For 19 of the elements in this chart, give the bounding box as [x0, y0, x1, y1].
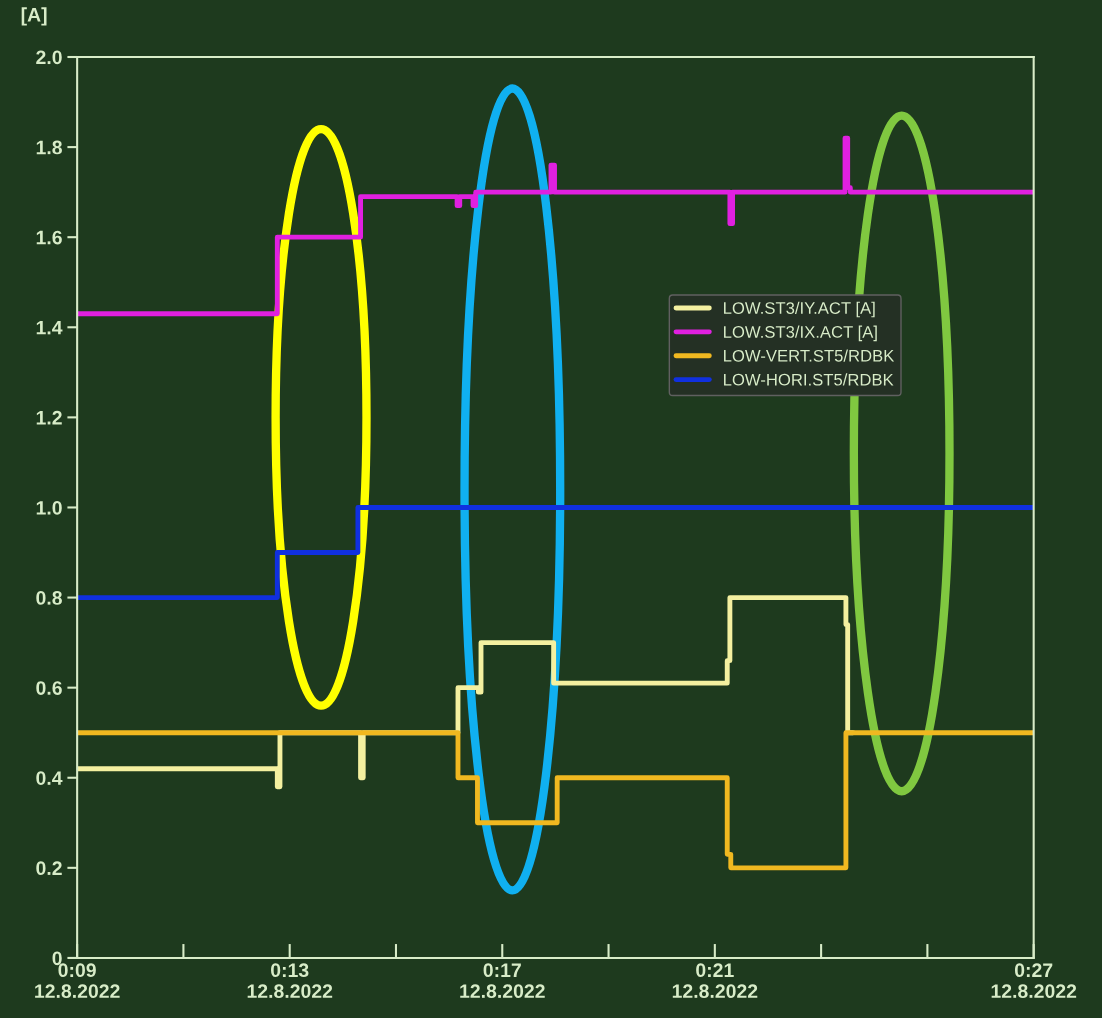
legend-label: LOW.ST3/IY.ACT [A]: [724, 301, 875, 318]
y-tick-label: 0.2: [36, 861, 62, 876]
x-tick-label: 0:27 12.8.2022: [991, 963, 1077, 999]
y-tick-label: 0.6: [36, 681, 62, 695]
y-tick-label: 1.8: [36, 140, 62, 155]
y-tick-label: 0.8: [36, 591, 62, 605]
y-axis-title: [A]: [21, 7, 47, 26]
legend-label: LOW-HORI.ST5/RDBK: [724, 373, 894, 386]
y-tick-label: 1.0: [36, 500, 62, 515]
x-tick-label: 0:17 12.8.2022: [460, 963, 545, 999]
y-tick-label: 1.4: [36, 320, 63, 335]
y-tick-label: 1.6: [36, 230, 62, 245]
x-tick-label: 0:21 12.8.2022: [672, 963, 758, 999]
y-tick-label: 1.2: [36, 410, 62, 425]
legend-label: LOW-VERT.ST5/RDBK: [724, 349, 895, 362]
x-tick-label: 0:13 12.8.2022: [247, 963, 333, 999]
legend-label: LOW.ST3/IX.ACT [A]: [724, 325, 877, 342]
y-tick-label: 2.0: [36, 50, 62, 65]
y-tick-label: 0.4: [36, 771, 63, 785]
